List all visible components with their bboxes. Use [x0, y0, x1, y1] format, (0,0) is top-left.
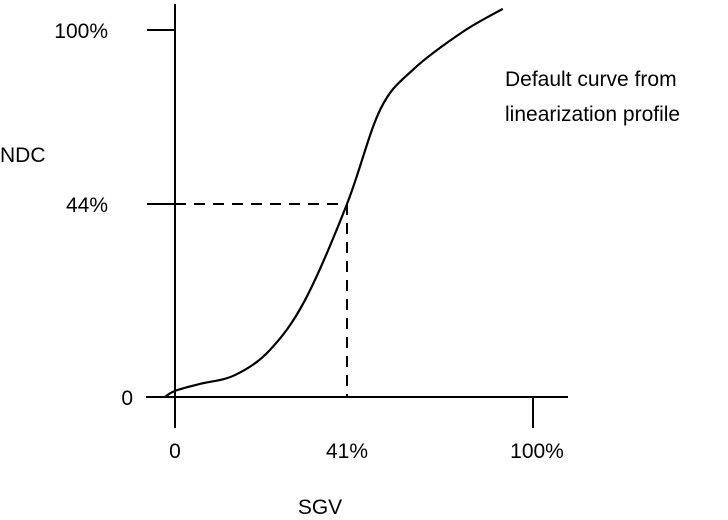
y-tick-label: 100% — [54, 20, 108, 43]
x-axis-label: SGV — [298, 496, 342, 519]
x-tick-label: 100% — [510, 440, 564, 463]
default-curve-line — [164, 7, 504, 398]
x-tick-label: 0 — [169, 440, 181, 463]
y-axis-label: NDC — [0, 144, 46, 167]
x-tick-label: 41% — [326, 440, 368, 463]
annotation-line-1: Default curve from — [505, 68, 677, 91]
y-tick-label: 44% — [66, 194, 108, 217]
y-tick-label: 0 — [121, 387, 133, 410]
annotation-line-2: linearization profile — [505, 103, 680, 126]
